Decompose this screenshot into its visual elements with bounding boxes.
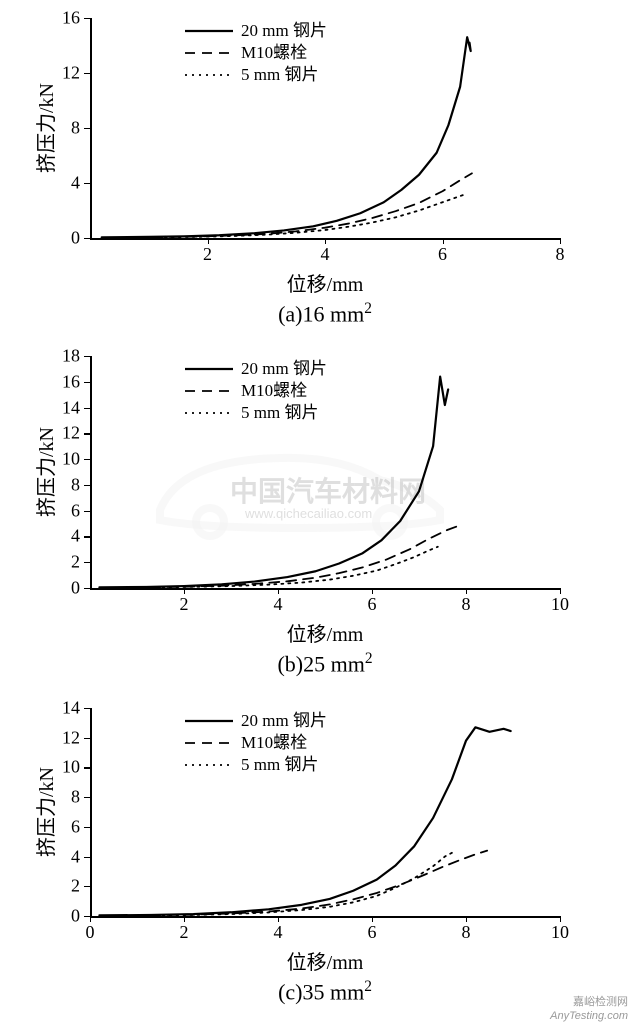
plot-svg [0, 0, 632, 1027]
series-20mm [99, 727, 510, 915]
figure-root: 中国汽车材料网 www.qichecailiao.com 嘉峪检测网 AnyTe… [0, 0, 632, 1027]
